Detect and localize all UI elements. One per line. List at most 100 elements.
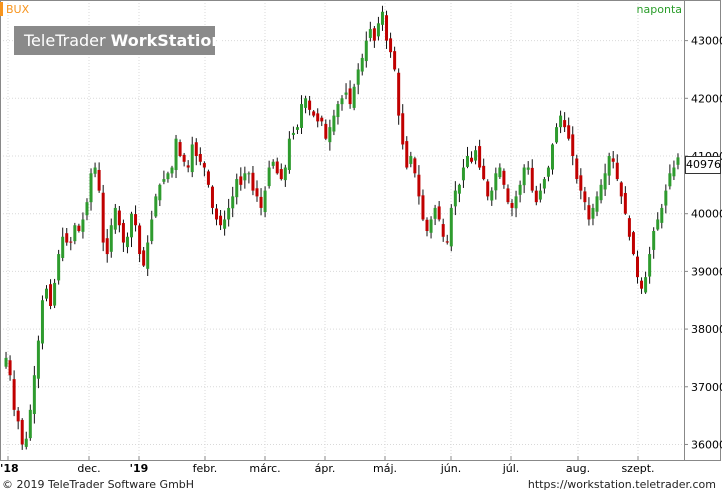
- candle-body: [385, 15, 389, 41]
- candle-body: [474, 150, 478, 161]
- candle-body: [85, 202, 89, 216]
- candle-body: [20, 419, 24, 445]
- candle-body: [494, 173, 498, 191]
- candle-body: [255, 188, 259, 197]
- candle-body: [514, 196, 518, 209]
- candle-body: [125, 236, 129, 248]
- ticker-color-marker: [0, 2, 3, 16]
- candle-body: [340, 98, 344, 105]
- candle-body: [40, 300, 44, 344]
- candle-body: [89, 173, 93, 203]
- y-tick-label: 43000: [691, 35, 722, 48]
- candle-body: [182, 154, 186, 162]
- candle-body: [652, 231, 656, 250]
- candle-body: [380, 11, 384, 25]
- candle-body: [417, 174, 421, 197]
- candle-body: [348, 88, 352, 105]
- candle-body: [465, 156, 469, 167]
- candle-body: [186, 165, 190, 168]
- candle-body: [550, 144, 554, 170]
- candle-body: [24, 438, 28, 447]
- x-tick-label: jún.: [440, 462, 462, 475]
- candles: [4, 5, 680, 450]
- candle-body: [603, 173, 607, 190]
- candle-body: [555, 127, 559, 143]
- candle-body: [356, 69, 360, 85]
- candle-body: [425, 219, 429, 231]
- candle-body: [227, 207, 231, 220]
- candle-body: [300, 104, 304, 128]
- candle-body: [283, 167, 287, 181]
- candle-body: [478, 146, 482, 168]
- candle-body: [470, 157, 474, 162]
- x-axis: '18 dec. '19 febr. márc. ápr. máj. jún. júl. aug.…: [0, 456, 655, 475]
- candle-body: [579, 175, 583, 191]
- candle-body: [502, 170, 506, 185]
- candle-body: [223, 219, 227, 229]
- candle-body: [174, 138, 178, 171]
- candle-body: [162, 179, 166, 182]
- x-tick-label: júl.: [502, 462, 520, 475]
- candle-body: [506, 188, 510, 203]
- logo-brand: TeleTrader: [24, 31, 106, 50]
- candle-body: [263, 190, 267, 213]
- candle-body: [595, 196, 599, 212]
- candle-body: [69, 241, 73, 243]
- candle-body: [28, 409, 32, 439]
- candle-body: [215, 208, 219, 220]
- candle-body: [648, 254, 652, 277]
- candle-body: [202, 163, 206, 168]
- candle-body: [571, 134, 575, 156]
- x-tick-label: aug.: [566, 462, 590, 475]
- candle-body: [49, 284, 53, 306]
- candle-body: [324, 123, 328, 139]
- candle-body: [401, 113, 405, 145]
- candle-body: [247, 173, 251, 175]
- candle-body: [676, 157, 680, 165]
- candle-body: [316, 113, 320, 122]
- candle-body: [97, 169, 101, 191]
- candle-body: [235, 179, 239, 198]
- candle-body: [461, 167, 465, 181]
- candle-body: [117, 210, 121, 226]
- candle-body: [457, 184, 461, 194]
- candle-body: [45, 288, 49, 299]
- candle-body: [631, 232, 635, 255]
- x-tick-label: dec.: [77, 462, 100, 475]
- candle-body: [210, 186, 214, 208]
- candle-body: [583, 191, 587, 203]
- candle-body: [538, 190, 542, 200]
- candle-body: [150, 219, 154, 242]
- candle-body: [138, 225, 142, 255]
- candle-body: [57, 254, 61, 281]
- candle-body: [121, 223, 125, 243]
- candle-body: [16, 410, 20, 422]
- candle-body: [546, 167, 550, 177]
- candle-body: [320, 117, 324, 122]
- candle-body: [336, 104, 340, 118]
- x-tick-label: márc.: [249, 462, 280, 475]
- candle-body: [32, 375, 36, 414]
- candle-body: [36, 340, 40, 379]
- candle-body: [522, 167, 526, 186]
- candle-body: [61, 236, 65, 258]
- candle-body: [77, 225, 81, 231]
- candle-body: [372, 28, 376, 41]
- candle-body: [623, 192, 627, 214]
- candle-body: [287, 138, 291, 171]
- candle-body: [332, 115, 336, 132]
- candle-body: [134, 214, 138, 226]
- candle-body: [587, 205, 591, 220]
- y-tick-label: 38000: [691, 323, 722, 336]
- candle-body: [534, 190, 538, 203]
- candle-body: [65, 233, 69, 243]
- candle-body: [344, 92, 348, 95]
- frequency-label: naponta: [636, 3, 682, 16]
- candle-body: [4, 357, 8, 367]
- candle-body: [194, 142, 198, 156]
- footer-url[interactable]: https://workstation.teletrader.com: [527, 478, 716, 491]
- ticker-symbol: BUX: [6, 2, 30, 16]
- candle-body: [101, 192, 105, 243]
- candle-body: [530, 167, 534, 191]
